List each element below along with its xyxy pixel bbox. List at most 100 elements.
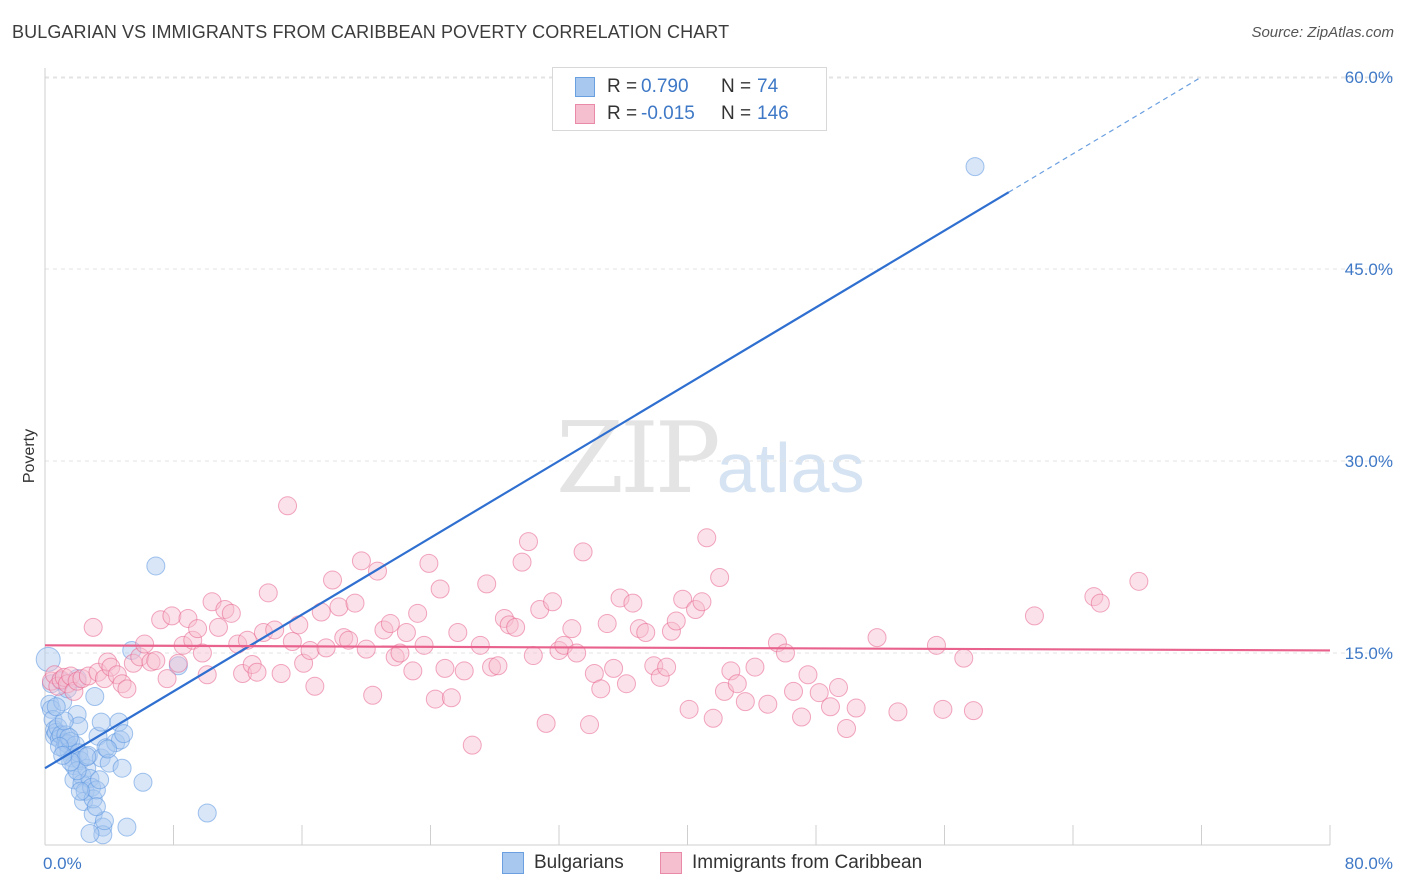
- caribbean-point: [470, 635, 490, 655]
- legend-row-bulgarians: R = 0.790 N = 74: [553, 74, 778, 100]
- caribbean-point: [745, 657, 765, 677]
- caribbean-point: [178, 608, 198, 628]
- caribbean-point: [430, 579, 450, 599]
- caribbean-point: [316, 638, 336, 658]
- caribbean-point: [523, 646, 543, 666]
- caribbean-point: [247, 662, 267, 682]
- caribbean-point: [380, 614, 400, 634]
- caribbean-point: [345, 593, 365, 613]
- caribbean-point: [784, 681, 804, 701]
- caribbean-point: [151, 610, 171, 630]
- caribbean-point: [107, 665, 127, 685]
- caribbean-point: [454, 661, 474, 681]
- bulgarians-point: [133, 772, 153, 792]
- caribbean-point: [78, 666, 98, 686]
- caribbean-point: [798, 665, 818, 685]
- legend-r-value: 0.790: [641, 76, 689, 97]
- caribbean-point: [67, 671, 87, 691]
- caribbean-point: [488, 656, 508, 676]
- series-swatch-bulgarians: [502, 852, 524, 874]
- caribbean-point: [597, 614, 617, 634]
- x-tick-label-min: 0.0%: [43, 854, 82, 873]
- legend-n-value: 146: [757, 103, 789, 124]
- bulgarians-point: [117, 817, 137, 837]
- caribbean-point: [83, 617, 103, 637]
- bulgarians-point: [99, 753, 119, 773]
- bulgarians-point: [77, 747, 97, 767]
- x-tick-label-max: 80.0%: [1345, 854, 1393, 873]
- caribbean-point: [208, 617, 228, 637]
- caribbean-point: [837, 719, 857, 739]
- caribbean-point: [775, 643, 795, 663]
- caribbean-point: [727, 674, 747, 694]
- watermark-zip: ZIP: [556, 402, 721, 516]
- caribbean-point: [679, 699, 699, 719]
- bulgarians-point: [146, 556, 166, 576]
- bulgarians-point: [86, 780, 106, 800]
- legend-r-label: R =: [607, 103, 638, 124]
- y-tick-label: 15.0%: [1345, 644, 1393, 663]
- caribbean-point: [168, 653, 188, 673]
- caribbean-point: [339, 630, 359, 650]
- caribbean-point: [98, 652, 118, 672]
- caribbean-point: [512, 552, 532, 572]
- caribbean-point: [101, 657, 121, 677]
- bulgarians-point: [114, 724, 134, 744]
- bulgarians-trend-line: [44, 191, 1010, 770]
- bulgarians-point: [41, 699, 61, 719]
- watermark: ZIPatlas: [556, 402, 865, 516]
- caribbean-point: [616, 674, 636, 694]
- trend-lines: [44, 76, 1331, 770]
- bulgarians-point: [54, 711, 74, 731]
- caribbean-point: [323, 570, 343, 590]
- caribbean-point: [462, 735, 482, 755]
- bulgarians-point: [98, 739, 118, 759]
- caribbean-point: [954, 648, 974, 668]
- correlation-legend: R = 0.790 N = 74 R = -0.015 N = 146: [552, 67, 827, 131]
- caribbean-point: [414, 635, 434, 655]
- caribbean-trend-line: [44, 644, 1331, 652]
- legend-r-value: -0.015: [641, 103, 695, 124]
- caribbean-point: [963, 701, 983, 721]
- bulgarians-point: [197, 803, 217, 823]
- caribbean-point: [867, 628, 887, 648]
- series-legend-caribbean[interactable]: Immigrants from Caribbean: [660, 852, 922, 874]
- caribbean-point: [926, 635, 946, 655]
- axes: [44, 68, 1331, 846]
- caribbean-point: [448, 623, 468, 643]
- bulgarians-point: [83, 804, 103, 824]
- series-legend-bulgarians[interactable]: Bulgarians: [502, 852, 624, 874]
- watermark-atlas: atlas: [716, 429, 865, 507]
- bulgarians-point: [90, 770, 110, 790]
- caribbean-point: [282, 631, 302, 651]
- series-legend: Bulgarians Immigrants from Caribbean: [0, 852, 1406, 878]
- source-label: Source: ZipAtlas.com: [1251, 24, 1394, 41]
- caribbean-point: [623, 593, 643, 613]
- caribbean-point: [666, 611, 686, 631]
- caribbean-point: [518, 532, 538, 552]
- caribbean-point: [329, 597, 349, 617]
- bulgarians-point: [94, 811, 114, 831]
- caribbean-point: [477, 574, 497, 594]
- caribbean-point: [1090, 593, 1110, 613]
- caribbean-point: [403, 661, 423, 681]
- caribbean-point: [692, 592, 712, 612]
- caribbean-point: [435, 658, 455, 678]
- caribbean-point: [820, 697, 840, 717]
- caribbean-point: [130, 647, 150, 667]
- caribbean-point: [197, 665, 217, 685]
- caribbean-point: [135, 634, 155, 654]
- bulgarians-point: [91, 712, 111, 732]
- caribbean-point: [828, 678, 848, 698]
- bulgarians-point: [46, 697, 66, 717]
- caribbean-point: [183, 630, 203, 650]
- caribbean-point: [735, 692, 755, 712]
- y-tick-label: 30.0%: [1345, 452, 1393, 471]
- caribbean-point: [305, 676, 325, 696]
- caribbean-point: [390, 643, 410, 663]
- caribbean-point: [146, 651, 166, 671]
- caribbean-point: [536, 713, 556, 733]
- series-swatch-caribbean: [660, 852, 682, 874]
- caribbean-points: [41, 496, 1149, 755]
